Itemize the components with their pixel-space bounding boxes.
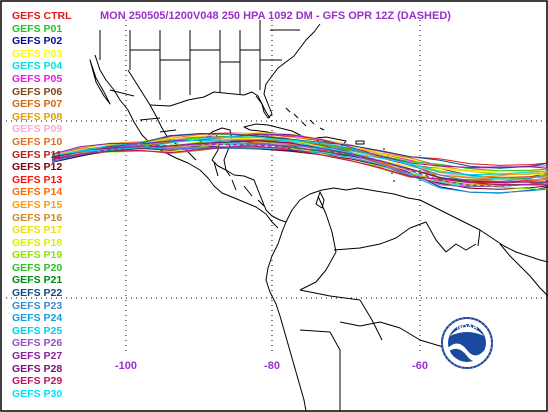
legend-item: GEFS P29 <box>12 375 63 388</box>
operational-contour <box>51 143 548 187</box>
legend-item: GEFS P03 <box>12 47 63 60</box>
coast-central-america <box>225 169 287 223</box>
coast-south-america-west <box>265 221 307 412</box>
coast-pacific-mexico <box>94 54 279 229</box>
border-south-america <box>299 195 447 411</box>
ensemble-contours <box>51 132 548 194</box>
coast-yucatan <box>203 127 233 171</box>
coastlines <box>89 20 548 412</box>
coast-south-america-north <box>285 187 548 263</box>
island-puerto-rico <box>355 140 365 145</box>
map-title: MON 250505/1200V048 250 HPA 1092 DM - GF… <box>100 10 451 22</box>
legend: GEFS CTRL GEFS P01 GEFS P02 GEFS P03 GEFS P0… <box>12 10 72 400</box>
lon-label-100: -100 <box>114 360 138 372</box>
operational-dashed-contour <box>51 143 548 187</box>
legend-item: GEFS P02 <box>12 35 63 48</box>
legend-item: GEFS P23 <box>12 299 63 312</box>
member-contour <box>51 136 548 181</box>
legend-item: GEFS P06 <box>12 85 63 98</box>
border-central-america <box>213 161 265 207</box>
island-bahamas <box>285 107 325 131</box>
legend-item: GEFS P25 <box>12 324 63 337</box>
coast-us-gulf <box>149 83 273 119</box>
legend-item: GEFS P11 <box>12 148 62 161</box>
noaa-logo: NOAA <box>441 317 493 369</box>
coast-us-east <box>265 23 321 85</box>
legend-item: GEFS P19 <box>12 249 63 262</box>
noaa-logo-text: NOAA <box>457 324 478 331</box>
coast-brazil-north <box>499 243 548 297</box>
legend-item: GEFS P27 <box>12 350 63 363</box>
member-contour <box>51 145 548 186</box>
member-contour <box>51 135 548 172</box>
coast-florida <box>255 95 271 119</box>
legend-item: GEFS P18 <box>12 236 63 249</box>
lon-label-80: -80 <box>264 360 280 372</box>
border-mexico <box>109 69 197 161</box>
legend-item: GEFS P22 <box>12 287 63 300</box>
legend-item: GEFS P01 <box>12 22 63 35</box>
lake-maracaibo <box>315 191 325 209</box>
legend-item: GEFS P20 <box>12 261 63 274</box>
legend-item: GEFS P14 <box>12 186 63 199</box>
coast-baja <box>89 59 111 105</box>
lon-label-60: -60 <box>412 360 428 372</box>
legend-item: GEFS P07 <box>12 98 63 111</box>
legend-item: GEFS P28 <box>12 362 63 375</box>
legend-item: GEFS P21 <box>12 274 63 287</box>
legend-item: GEFS P05 <box>12 72 63 85</box>
member-contour <box>51 147 548 190</box>
member-contour <box>51 133 548 169</box>
border-guianas <box>445 229 481 253</box>
legend-item: GEFS P12 <box>12 161 63 174</box>
legend-item: GEFS P09 <box>12 123 63 136</box>
legend-item: GEFS P15 <box>12 198 63 211</box>
border-us-states <box>99 20 300 100</box>
legend-item: GEFS P10 <box>12 135 63 148</box>
legend-item: GEFS P17 <box>12 224 63 237</box>
legend-item: GEFS P04 <box>12 60 63 73</box>
legend-item: GEFS P26 <box>12 337 63 350</box>
legend-item: GEFS P08 <box>12 110 63 123</box>
legend-item: GEFS CTRL <box>12 10 72 22</box>
legend-item: GEFS P16 <box>12 211 63 224</box>
legend-item: GEFS P30 <box>12 387 63 400</box>
legend-item: GEFS P13 <box>12 173 63 186</box>
member-contour <box>51 136 548 178</box>
legend-item: GEFS P24 <box>12 312 63 325</box>
